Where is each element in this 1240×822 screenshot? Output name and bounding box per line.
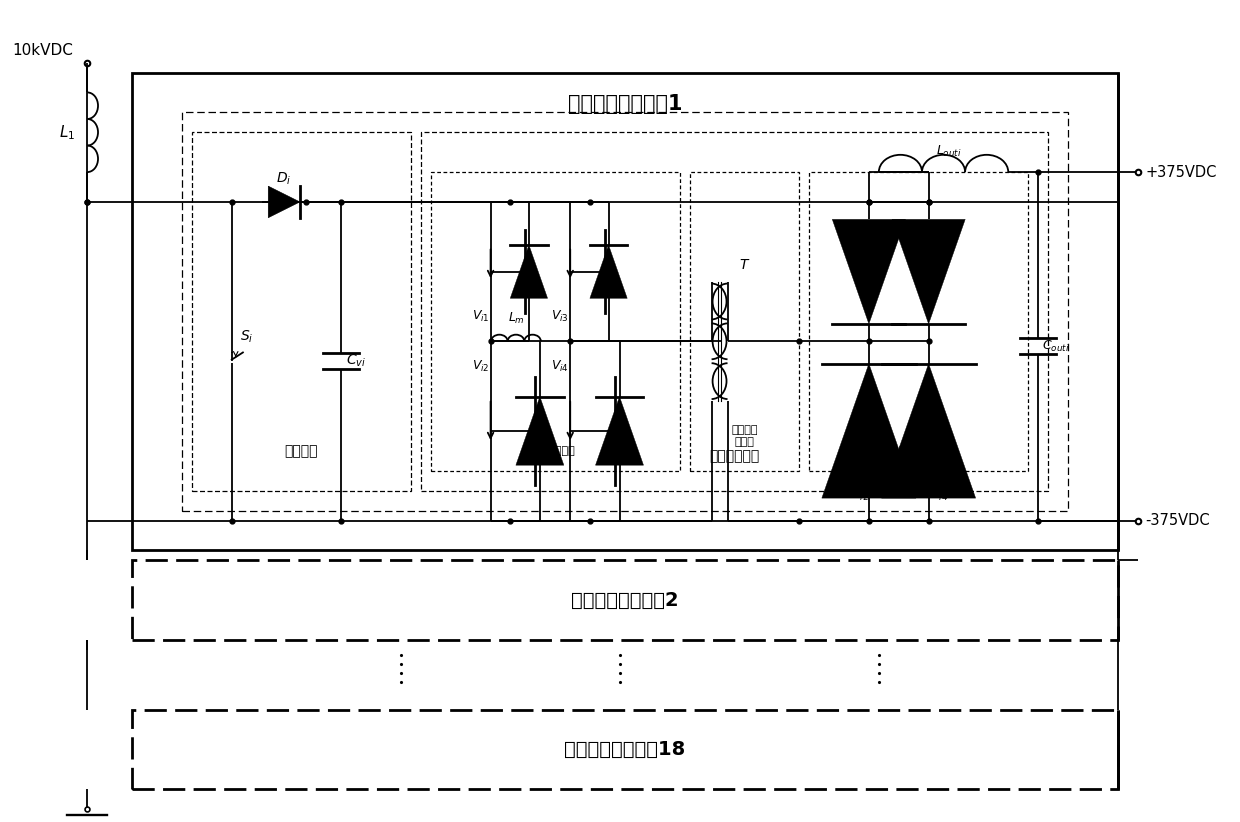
Bar: [810, 172, 1028, 471]
Polygon shape: [590, 245, 627, 298]
Polygon shape: [832, 219, 905, 324]
Bar: [182, 113, 1068, 510]
Polygon shape: [510, 245, 548, 298]
Text: $C_{outi}$: $C_{outi}$: [1042, 339, 1070, 353]
Text: $M_{i4}$: $M_{i4}$: [929, 488, 949, 503]
Bar: [192, 132, 410, 491]
Text: $M_{i1}$: $M_{i1}$: [849, 219, 869, 234]
Text: $L_m$: $L_m$: [507, 312, 525, 326]
Polygon shape: [595, 397, 644, 465]
Text: 10kVDC: 10kVDC: [12, 43, 73, 58]
Text: 投切隔离功率模块2: 投切隔离功率模块2: [572, 591, 678, 610]
Text: 投切电路: 投切电路: [285, 444, 319, 458]
Text: 投切隔离功率模块18: 投切隔离功率模块18: [564, 740, 686, 759]
Text: 隔离变换电路: 隔离变换电路: [709, 449, 760, 463]
Polygon shape: [822, 363, 916, 498]
Polygon shape: [892, 219, 965, 324]
Text: $S_i$: $S_i$: [239, 328, 253, 344]
Text: 投切隔离功率模块1: 投切隔离功率模块1: [568, 95, 682, 114]
Text: $L_1$: $L_1$: [60, 123, 76, 141]
Text: $M_{i2}$: $M_{i2}$: [849, 488, 869, 503]
Bar: [430, 172, 680, 471]
Text: $V_{i1}$: $V_{i1}$: [471, 309, 490, 324]
Text: $V_{i3}$: $V_{i3}$: [552, 309, 569, 324]
Text: $V_{i2}$: $V_{i2}$: [472, 358, 490, 374]
Bar: [689, 172, 800, 471]
Text: $M_{i3}$: $M_{i3}$: [929, 219, 949, 234]
Polygon shape: [268, 187, 300, 218]
Text: $T$: $T$: [739, 257, 750, 271]
Text: $C_{vi}$: $C_{vi}$: [346, 353, 366, 369]
Text: -375VDC: -375VDC: [1146, 513, 1210, 528]
Text: $L_{outi}$: $L_{outi}$: [936, 144, 961, 159]
Bar: [133, 709, 1117, 789]
Text: +375VDC: +375VDC: [1146, 164, 1216, 179]
Text: 高频整流电路: 高频整流电路: [899, 446, 939, 456]
Polygon shape: [882, 363, 976, 498]
Text: 高频逆变电路: 高频逆变电路: [536, 446, 575, 456]
Bar: [133, 72, 1117, 551]
Text: 高频隔离
变压器: 高频隔离 变压器: [732, 425, 758, 446]
Text: $V_{i4}$: $V_{i4}$: [552, 358, 569, 374]
Bar: [133, 561, 1117, 640]
Polygon shape: [516, 397, 564, 465]
Text: $D_i$: $D_i$: [275, 171, 291, 187]
Bar: [420, 132, 1048, 491]
